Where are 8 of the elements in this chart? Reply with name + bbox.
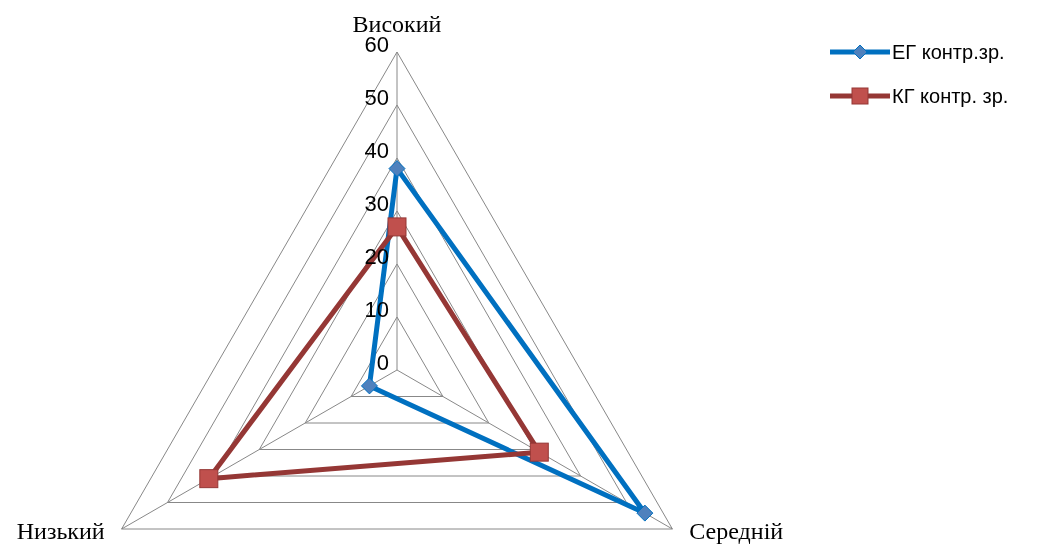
spoke-label: Низький	[16, 518, 105, 544]
y-tick-label: 50	[364, 85, 389, 110]
legend-label: КГ контр. зр.	[892, 84, 1009, 108]
y-tick-label: 30	[364, 191, 389, 216]
y-tick-label: 40	[364, 138, 389, 163]
legend-label: ЕГ контр.зр.	[892, 40, 1005, 64]
y-tick-label: 0	[376, 350, 389, 375]
spoke-label: Середній	[689, 518, 784, 544]
